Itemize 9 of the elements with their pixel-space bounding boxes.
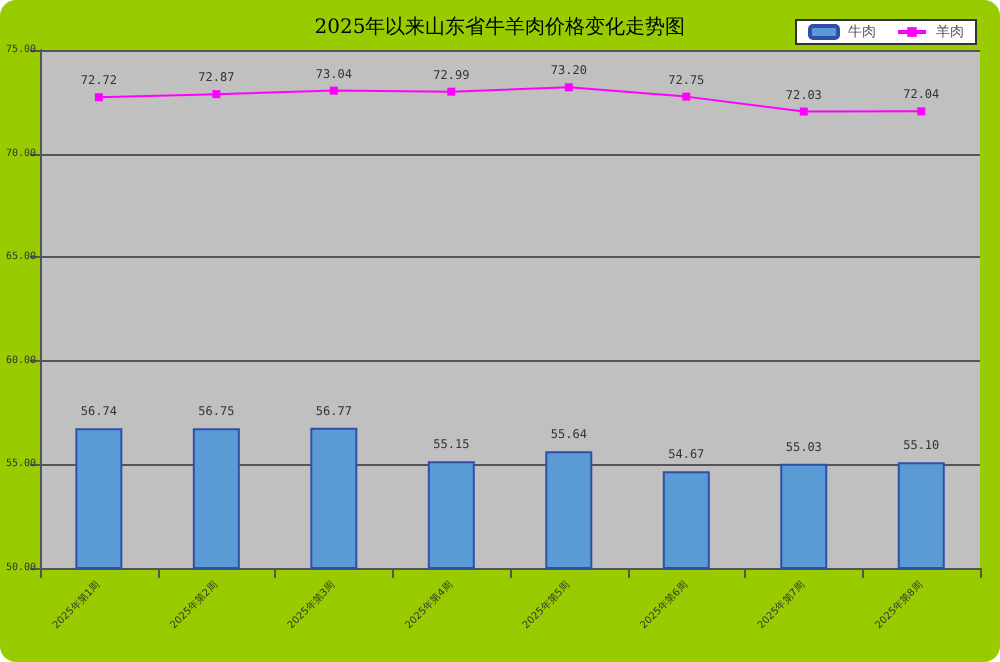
point [329,86,338,95]
point [94,93,103,102]
point [799,107,808,116]
point [917,107,926,116]
point [447,87,456,96]
point [564,83,573,92]
point [682,92,691,101]
point [212,90,221,99]
chart-title: 2025年以来山东省牛羊肉价格变化走势图 [314,15,686,39]
